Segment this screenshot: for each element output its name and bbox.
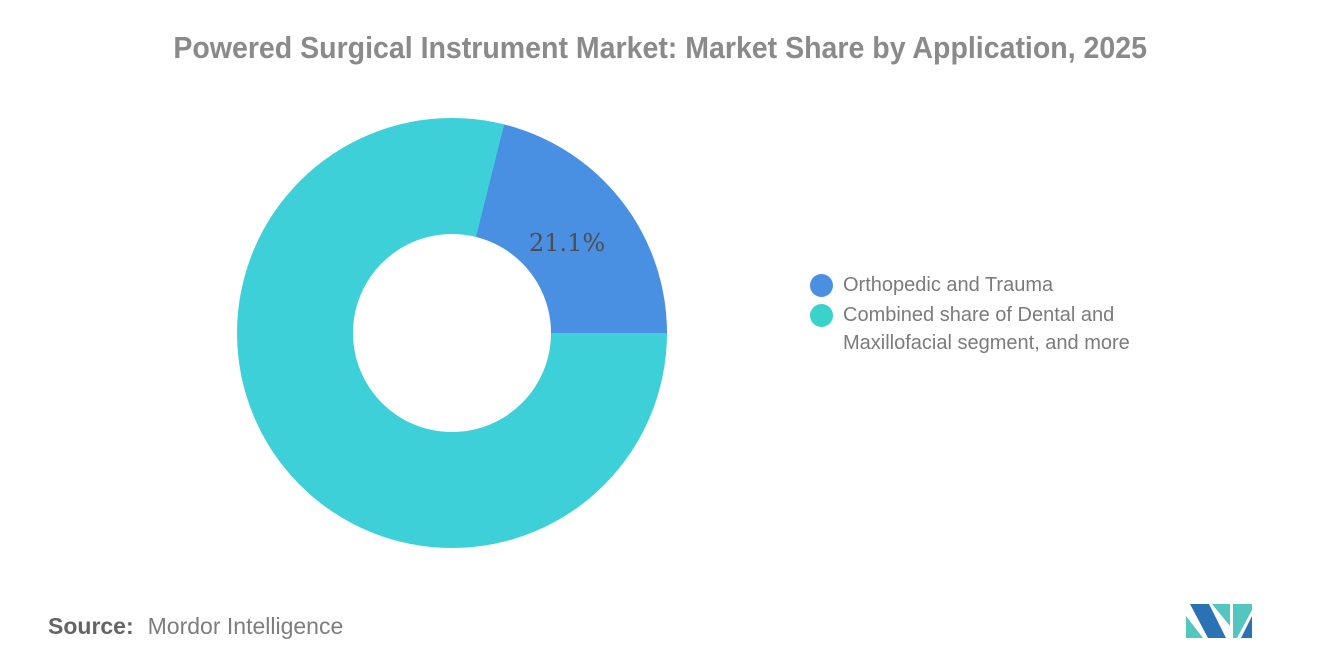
legend-label-dental-line1: Combined share of Dental and [843,304,1115,326]
logo-teal-right-shape [1233,604,1252,638]
source-value: Mordor Intelligence [147,613,344,639]
legend-swatch-dental-icon [810,304,833,327]
logo-blue-band [1190,604,1226,638]
legend-item-dental-maxillofacial: Combined share of Dental and Maxillofaci… [810,301,1190,357]
logo-blue-right-triangle [1241,616,1252,638]
chart-title: Powered Surgical Instrument Market: Mark… [173,30,1147,65]
legend-label-dental: Combined share of Dental and Maxillofaci… [843,301,1130,357]
logo-teal-left-triangle [1186,616,1203,638]
logo-teal-middle-triangle [1212,604,1230,626]
source-row: Source: Mordor Intelligence [48,611,343,641]
title-bar: Powered Surgical Instrument Market: Mark… [0,30,1320,66]
legend-item-orthopedic-and-trauma: Orthopedic and Trauma [810,271,1190,299]
legend-label-orthopedic: Orthopedic and Trauma [843,274,1054,296]
source-label: Source: [48,613,134,639]
mordor-intelligence-logo-icon [1186,604,1252,638]
legend-label-dental-line2: Maxillofacial segment, and more [843,332,1130,354]
donut-hole [353,234,551,432]
legend-swatch-orthopedic-icon [810,274,833,297]
slice-data-label: 21.1% [528,229,606,258]
donut-chart: 21.1% [237,118,667,548]
legend: Orthopedic and Trauma Combined share of … [810,271,1190,359]
